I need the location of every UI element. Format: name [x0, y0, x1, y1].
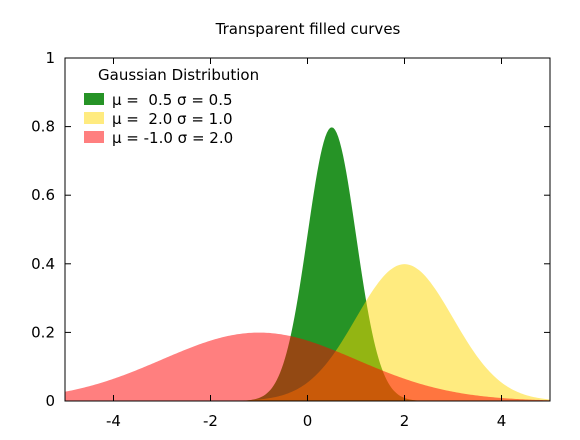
y-tick-label: 0: [45, 392, 55, 410]
series-area-2: [65, 264, 550, 401]
legend-swatch-2: [84, 112, 104, 124]
series-area-3: [65, 332, 550, 401]
x-tick-label: -4: [106, 412, 121, 430]
x-tick-label: -2: [203, 412, 218, 430]
ticks-layer: -4 -2 0 2 4 0 0.2 0.4 0.6 0.8 1: [31, 49, 550, 430]
x-tick-label: 4: [497, 412, 507, 430]
legend-swatch-3: [84, 131, 104, 143]
legend-label-3: μ = -1.0 σ = 2.0: [112, 129, 233, 147]
series-layer: [65, 127, 550, 401]
y-tick-label: 0.4: [31, 255, 55, 273]
y-tick-label: 1: [45, 49, 55, 67]
legend-swatch-1: [84, 93, 104, 105]
legend-label-1: μ = 0.5 σ = 0.5: [112, 91, 233, 109]
legend-title: Gaussian Distribution: [98, 66, 259, 84]
series-area-1: [65, 127, 550, 401]
x-tick-label: 0: [303, 412, 313, 430]
y-tick-label: 0.6: [31, 186, 55, 204]
y-tick-label: 0.2: [31, 323, 55, 341]
legend: Gaussian Distribution μ = 0.5 σ = 0.5μ =…: [84, 66, 259, 147]
x-tick-label: 2: [400, 412, 410, 430]
chart-title: Transparent filled curves: [215, 20, 401, 38]
legend-label-2: μ = 2.0 σ = 1.0: [112, 110, 233, 128]
y-tick-label: 0.8: [31, 118, 55, 136]
